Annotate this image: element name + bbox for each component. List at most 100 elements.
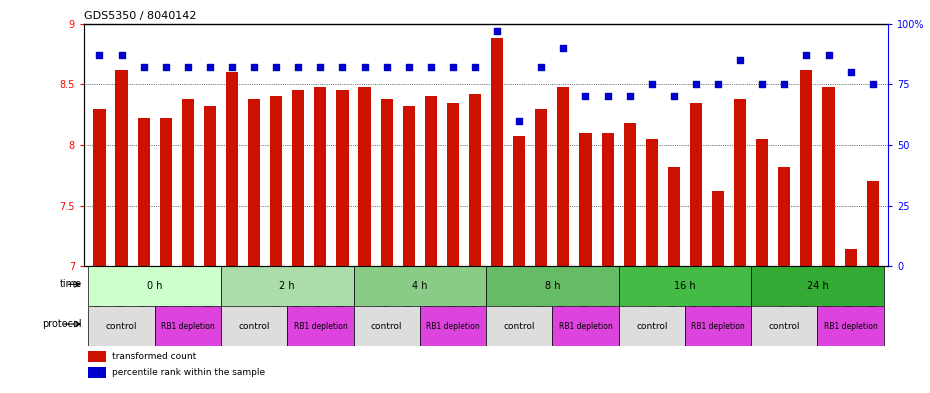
Bar <box>138 118 150 266</box>
Bar <box>734 99 746 266</box>
Text: control: control <box>106 321 138 331</box>
Bar <box>645 139 658 266</box>
Point <box>180 64 195 70</box>
Text: 2 h: 2 h <box>279 281 295 291</box>
Text: control: control <box>636 321 668 331</box>
Point <box>688 81 703 87</box>
Bar <box>314 87 326 266</box>
Text: RB1 depletion: RB1 depletion <box>824 321 878 331</box>
Text: RB1 depletion: RB1 depletion <box>161 321 215 331</box>
Bar <box>88 266 221 306</box>
Bar <box>88 367 106 378</box>
Bar <box>602 133 614 266</box>
Bar <box>486 306 552 346</box>
Bar <box>425 96 437 266</box>
Text: 4 h: 4 h <box>412 281 428 291</box>
Point <box>203 64 218 70</box>
Text: percentile rank within the sample: percentile rank within the sample <box>113 368 265 377</box>
Bar <box>513 136 525 266</box>
Bar <box>844 250 857 266</box>
Bar <box>353 306 419 346</box>
Text: control: control <box>768 321 800 331</box>
Bar <box>380 99 392 266</box>
Bar <box>822 87 834 266</box>
Text: RB1 depletion: RB1 depletion <box>294 321 347 331</box>
Bar <box>221 266 353 306</box>
Point <box>512 118 526 124</box>
Text: RB1 depletion: RB1 depletion <box>691 321 745 331</box>
Point <box>357 64 372 70</box>
Bar <box>579 133 591 266</box>
Bar <box>618 306 684 346</box>
Text: 16 h: 16 h <box>674 281 696 291</box>
Point <box>136 64 151 70</box>
Bar <box>486 266 618 306</box>
Point <box>402 64 417 70</box>
Bar <box>221 306 287 346</box>
Point <box>578 93 593 99</box>
Point <box>423 64 438 70</box>
Bar <box>248 99 260 266</box>
Text: control: control <box>503 321 535 331</box>
Bar <box>867 182 879 266</box>
Bar <box>226 72 238 266</box>
Point <box>711 81 725 87</box>
Point <box>733 57 748 63</box>
Point <box>379 64 394 70</box>
Text: RB1 depletion: RB1 depletion <box>559 321 612 331</box>
Bar <box>160 118 172 266</box>
Bar <box>88 306 154 346</box>
Point <box>600 93 615 99</box>
Point <box>844 69 858 75</box>
Point <box>490 28 505 34</box>
Bar <box>712 191 724 266</box>
Point <box>246 64 261 70</box>
Point <box>534 64 549 70</box>
Bar <box>536 108 548 266</box>
Text: 24 h: 24 h <box>806 281 829 291</box>
Bar <box>751 306 817 346</box>
Bar <box>154 306 221 346</box>
Bar <box>88 351 106 362</box>
Bar <box>93 108 105 266</box>
Text: control: control <box>371 321 403 331</box>
Point <box>269 64 284 70</box>
Bar <box>292 90 304 266</box>
Bar <box>204 106 216 266</box>
Point <box>755 81 770 87</box>
Point <box>291 64 306 70</box>
Point <box>313 64 328 70</box>
Bar <box>552 306 618 346</box>
Bar <box>403 106 415 266</box>
Bar <box>181 99 194 266</box>
Text: control: control <box>238 321 270 331</box>
Point <box>92 52 107 58</box>
Point <box>667 93 682 99</box>
Point <box>821 52 836 58</box>
Point <box>644 81 659 87</box>
Text: time: time <box>60 279 82 289</box>
Bar <box>337 90 349 266</box>
Point <box>556 45 571 51</box>
Bar <box>618 266 751 306</box>
Point <box>114 52 129 58</box>
Bar <box>668 167 680 266</box>
Point <box>224 64 239 70</box>
Point <box>799 52 814 58</box>
Point <box>865 81 880 87</box>
Point <box>445 64 460 70</box>
Bar <box>624 123 636 266</box>
Text: transformed count: transformed count <box>113 352 196 361</box>
Bar <box>446 103 459 266</box>
Text: 8 h: 8 h <box>545 281 560 291</box>
Bar <box>684 306 751 346</box>
Point <box>335 64 350 70</box>
Text: RB1 depletion: RB1 depletion <box>426 321 480 331</box>
Point <box>468 64 483 70</box>
Bar <box>469 94 481 266</box>
Bar <box>778 167 790 266</box>
Text: 0 h: 0 h <box>147 281 163 291</box>
Bar <box>817 306 884 346</box>
Bar <box>419 306 486 346</box>
Text: GDS5350 / 8040142: GDS5350 / 8040142 <box>84 11 196 21</box>
